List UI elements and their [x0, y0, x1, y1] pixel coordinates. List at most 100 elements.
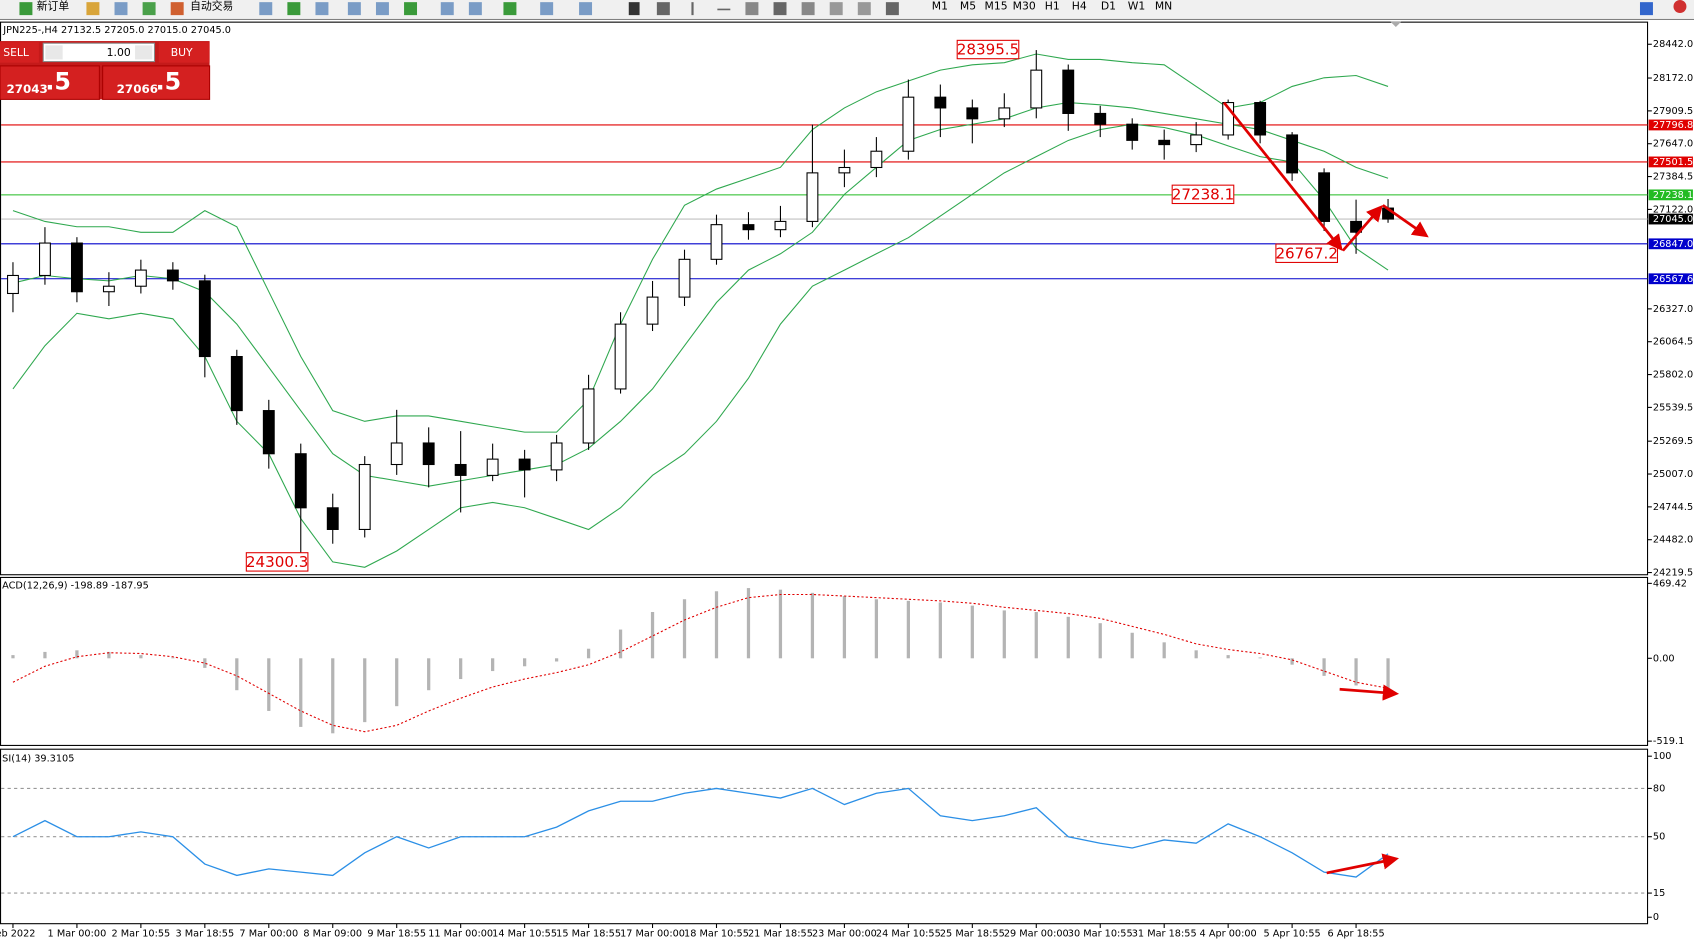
candle-body: [998, 107, 1011, 120]
icon[interactable]: [773, 2, 787, 16]
sell-price-box[interactable]: [0, 65, 100, 100]
macd-bar: [171, 657, 175, 659]
x-tick-label: 3 Mar 18:55: [175, 928, 234, 939]
macd-bar: [1258, 657, 1262, 659]
lots-down[interactable]: [45, 45, 63, 60]
candle-body: [774, 220, 787, 231]
x-tick-label: 5 Apr 10:55: [1264, 928, 1321, 939]
macd-bar: [203, 658, 207, 668]
macd-bar: [682, 599, 687, 659]
macd-bar: [970, 605, 974, 659]
candle-body: [1062, 69, 1075, 114]
arrow: [1222, 101, 1343, 252]
icon[interactable]: [691, 2, 694, 16]
candle-body: [710, 224, 723, 260]
icon[interactable]: [829, 2, 843, 16]
y-tick-label: -519.1: [1653, 736, 1684, 747]
x-tick-label: 2 Mar 10:55: [112, 928, 171, 939]
macd-bar: [1194, 650, 1198, 659]
icon[interactable]: [19, 2, 33, 16]
timeframe-button[interactable]: M5: [960, 0, 976, 12]
price-tag: [1648, 213, 1693, 225]
band-upper: [12, 53, 1389, 433]
timeframe-button[interactable]: H1: [1045, 0, 1060, 12]
macd-bar: [618, 629, 623, 659]
icon[interactable]: [579, 2, 593, 16]
icon[interactable]: [656, 2, 670, 16]
icon[interactable]: [540, 2, 554, 16]
x-tick-label: 29 Mar 00:00: [1004, 928, 1069, 939]
icon[interactable]: [347, 2, 361, 16]
icon[interactable]: [717, 8, 731, 11]
icon[interactable]: [287, 2, 301, 16]
annotation-label: 26767.2: [1275, 244, 1337, 262]
x-tick-label: 1 Mar 00:00: [48, 928, 107, 939]
lots-up[interactable]: [135, 45, 153, 60]
macd-bar: [778, 589, 783, 659]
icon[interactable]: [315, 2, 329, 16]
icon[interactable]: [114, 2, 128, 16]
bid-fraction: .5: [45, 68, 71, 96]
candle-body: [294, 453, 307, 509]
icon[interactable]: [628, 2, 640, 16]
candle-body: [486, 458, 499, 476]
y-tick-label: 28442.0: [1653, 39, 1693, 50]
icon[interactable]: [1673, 0, 1687, 13]
candle-body: [1030, 69, 1043, 109]
icon[interactable]: [375, 2, 389, 16]
timeframe-button[interactable]: M15: [985, 0, 1008, 12]
arrow: [1382, 204, 1429, 238]
icon[interactable]: [259, 2, 273, 16]
autotrade-button[interactable]: 自动交易: [190, 0, 233, 12]
macd-bar: [586, 648, 591, 659]
new-order-button[interactable]: 新订单: [37, 0, 70, 12]
icon[interactable]: [440, 2, 454, 16]
x-tick-label: 11 Mar 00:00: [428, 928, 493, 939]
y-tick-label: 50: [1653, 832, 1665, 843]
icon[interactable]: [503, 2, 517, 16]
candle-body: [678, 258, 691, 298]
icon[interactable]: [1639, 2, 1653, 16]
icon[interactable]: [857, 2, 871, 16]
icon[interactable]: [801, 2, 815, 16]
y-tick-label: 100: [1653, 751, 1672, 762]
icon[interactable]: [170, 2, 184, 16]
buy-button[interactable]: [158, 42, 210, 63]
macd-bar: [714, 591, 719, 659]
x-tick-label: 9 Mar 18:55: [367, 928, 426, 939]
buy-price-box[interactable]: [102, 65, 211, 100]
timeframe-button[interactable]: M30: [1013, 0, 1036, 12]
icon[interactable]: [885, 2, 899, 16]
level-tag: [1648, 273, 1693, 285]
y-tick-label: 26327.0: [1653, 304, 1693, 315]
icon[interactable]: [468, 2, 482, 16]
candle-body: [742, 224, 755, 231]
y-tick-label: 24482.0: [1653, 535, 1693, 546]
macd-bar: [267, 658, 271, 711]
icon[interactable]: [745, 2, 759, 16]
level-tag: [1648, 119, 1693, 131]
y-tick-label: 25007.0: [1653, 469, 1693, 480]
icon[interactable]: [142, 2, 156, 16]
candle-body: [806, 172, 819, 222]
sell-button[interactable]: [0, 42, 39, 63]
annotation-box: [1171, 184, 1235, 205]
icon[interactable]: [86, 2, 100, 16]
timeframe-button[interactable]: M1: [932, 0, 948, 12]
timeframe-button[interactable]: H4: [1072, 0, 1087, 12]
lots-input[interactable]: [42, 42, 156, 63]
level-label: 26847.0: [1653, 239, 1693, 250]
macd-bar: [938, 602, 942, 659]
arrow: [1339, 684, 1400, 701]
candle-body: [838, 166, 851, 174]
timeframe-button[interactable]: W1: [1128, 0, 1146, 12]
macd-bar: [1162, 642, 1166, 659]
icon[interactable]: [404, 2, 418, 16]
candle-body: [550, 442, 563, 471]
band-lower: [12, 123, 1389, 568]
macd-bar: [75, 650, 79, 659]
candle-body: [646, 296, 659, 325]
timeframe-button[interactable]: D1: [1101, 0, 1116, 12]
candle-body: [518, 458, 531, 471]
timeframe-button[interactable]: MN: [1155, 0, 1172, 12]
